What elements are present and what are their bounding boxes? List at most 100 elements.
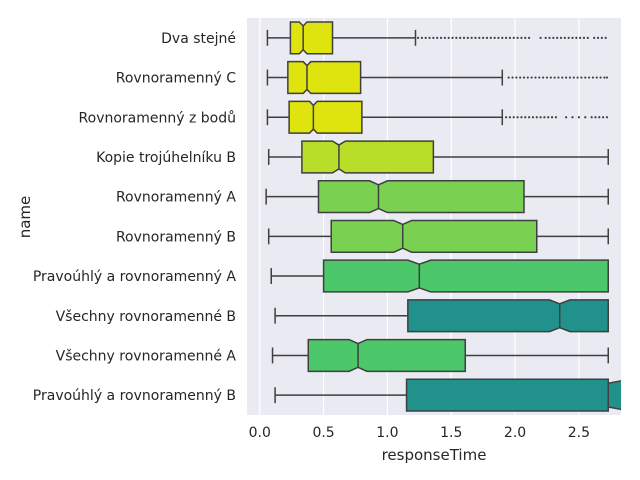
outlier-point bbox=[508, 36, 512, 39]
outlier-point bbox=[443, 36, 446, 39]
outlier-point bbox=[535, 116, 538, 119]
outlier-point bbox=[439, 36, 443, 39]
outlier-point bbox=[482, 36, 485, 39]
box bbox=[407, 299, 609, 333]
outlier-point bbox=[565, 116, 568, 119]
outlier-point bbox=[508, 116, 512, 119]
outlier-point bbox=[593, 36, 596, 39]
x-tick-label: 1.0 bbox=[376, 425, 398, 441]
x-tick-label: 2.5 bbox=[568, 425, 590, 441]
y-tick-label: Kopie trojúhelníku B bbox=[96, 150, 236, 166]
outlier-point bbox=[470, 36, 473, 39]
outlier-point bbox=[516, 36, 519, 39]
box bbox=[301, 140, 435, 174]
outlier-point bbox=[550, 116, 554, 119]
outlier-point bbox=[520, 36, 523, 39]
y-tick-label: Rovnoramenný B bbox=[116, 229, 236, 245]
outlier-point bbox=[428, 36, 431, 39]
box-group bbox=[267, 140, 609, 174]
outlier-point bbox=[530, 76, 533, 79]
y-tick-label: Pravoúhlý a rovnoramenný B bbox=[33, 388, 236, 404]
outlier-point bbox=[547, 116, 550, 119]
outlier-point bbox=[605, 116, 609, 119]
outlier-point bbox=[545, 76, 549, 79]
outlier-point bbox=[534, 76, 537, 79]
outlier-point bbox=[447, 36, 450, 39]
y-tick-label: Pravoúhlý a rovnoramenný A bbox=[33, 269, 237, 285]
outlier-point bbox=[553, 76, 556, 79]
outlier-point bbox=[527, 116, 531, 119]
outlier-point bbox=[594, 116, 597, 119]
outlier-point bbox=[512, 116, 515, 119]
outlier-point bbox=[600, 36, 603, 39]
outlier-point bbox=[505, 36, 508, 39]
outlier-point bbox=[557, 76, 560, 79]
outlier-point bbox=[485, 36, 489, 39]
outlier-point bbox=[489, 36, 492, 39]
x-tick-label: 0.0 bbox=[249, 425, 271, 441]
box-group bbox=[274, 299, 609, 333]
outlier-point bbox=[459, 36, 462, 39]
outlier-point bbox=[497, 36, 500, 39]
box bbox=[307, 338, 467, 373]
x-tick-label: 1.5 bbox=[440, 425, 462, 441]
box-group bbox=[265, 180, 609, 214]
outlier-point bbox=[544, 36, 547, 39]
outlier-point bbox=[575, 36, 578, 39]
outlier-point bbox=[507, 76, 510, 79]
outlier-point bbox=[474, 36, 477, 39]
box-group bbox=[266, 21, 607, 55]
outlier-point bbox=[511, 76, 514, 79]
outlier-point bbox=[577, 116, 580, 119]
outlier-point bbox=[505, 116, 508, 119]
outlier-point bbox=[522, 76, 526, 79]
outlier-point bbox=[604, 36, 607, 39]
box bbox=[287, 60, 362, 95]
outlier-point bbox=[451, 36, 454, 39]
outlier-point bbox=[462, 36, 466, 39]
y-axis-label: name bbox=[16, 196, 34, 239]
outlier-point bbox=[552, 36, 555, 39]
outlier-point bbox=[493, 36, 496, 39]
box-group bbox=[266, 60, 609, 95]
outlier-point bbox=[595, 76, 598, 79]
outlier-point bbox=[526, 76, 529, 79]
outlier-point bbox=[539, 36, 542, 39]
outlier-point bbox=[466, 36, 469, 39]
y-tick-label: Dva stejné bbox=[161, 31, 236, 47]
box bbox=[322, 259, 609, 293]
y-tick-labels: Dva stejné Rovnoramenný C Rovnoramenný z b… bbox=[33, 31, 237, 404]
outlier-point bbox=[582, 36, 586, 39]
outlier-point bbox=[436, 36, 439, 39]
outlier-point bbox=[524, 116, 527, 119]
box bbox=[288, 100, 363, 134]
box-group bbox=[274, 378, 621, 412]
outlier-point bbox=[538, 76, 541, 79]
outlier-point bbox=[501, 36, 504, 39]
x-tick-labels: 0.0 0.5 1.0 1.5 2.0 2.5 bbox=[249, 425, 590, 441]
outlier-point bbox=[515, 76, 518, 79]
x-tick-label: 2.0 bbox=[504, 425, 526, 441]
outlier-point bbox=[556, 36, 559, 39]
outlier-point bbox=[559, 36, 563, 39]
outlier-point bbox=[424, 36, 427, 39]
outlier-point bbox=[524, 36, 527, 39]
box bbox=[317, 180, 525, 214]
outlier-point bbox=[567, 36, 570, 39]
box-group bbox=[270, 259, 609, 293]
box bbox=[289, 21, 334, 55]
outlier-point bbox=[516, 116, 519, 119]
outlier-point bbox=[527, 36, 531, 39]
outlier-point bbox=[519, 76, 522, 79]
outlier-point bbox=[590, 116, 593, 119]
box bbox=[405, 378, 621, 412]
outlier-point bbox=[478, 36, 481, 39]
outlier-point bbox=[579, 36, 582, 39]
outlier-point bbox=[561, 76, 564, 79]
outlier-point bbox=[455, 36, 458, 39]
outlier-point bbox=[531, 116, 535, 119]
outlier-point bbox=[584, 116, 587, 119]
outlier-point bbox=[549, 76, 552, 79]
y-tick-label: Rovnoramenný A bbox=[116, 190, 236, 206]
